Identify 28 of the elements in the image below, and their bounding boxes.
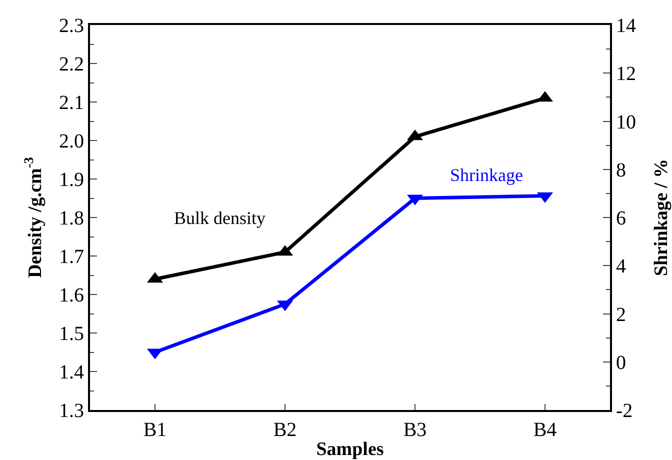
series-label: Bulk density: [174, 208, 266, 228]
y2-tick-label: 4: [616, 256, 626, 278]
y2-tick-label: 0: [616, 352, 626, 374]
y-tick-label: 2.1: [59, 92, 84, 114]
y2-tick-label: 14: [616, 15, 636, 37]
y-tick-label: 2.3: [59, 15, 84, 37]
y-tick-label: 1.3: [59, 400, 84, 422]
y2-tick-label: 10: [616, 111, 636, 134]
y2-tick-label: 8: [616, 159, 626, 182]
y-tick-label: 1.6: [59, 284, 84, 306]
y2-tick-label: 12: [616, 63, 636, 86]
y-tick-label: 2.0: [59, 130, 84, 152]
y-tick-label: 1.7: [59, 246, 84, 268]
y2-tick-label: -2: [616, 400, 633, 422]
x-tick-label: B3: [403, 419, 427, 441]
series-label: Shrinkage: [450, 165, 523, 185]
y-tick-label: 1.4: [59, 362, 84, 384]
y-tick-label: 1.5: [59, 323, 84, 345]
y2-axis-title: Shrinkage / %: [651, 158, 672, 276]
y-tick-label: 1.9: [59, 169, 84, 191]
y-tick-label: 1.8: [59, 208, 84, 230]
y-tick-label: 2.2: [59, 54, 84, 76]
x-axis-title: Samples: [316, 439, 384, 460]
x-tick-label: B2: [273, 419, 297, 441]
y2-tick-label: 6: [616, 208, 626, 230]
y2-tick-label: 2: [616, 304, 626, 326]
x-tick-label: B4: [533, 419, 557, 441]
x-tick-label: B1: [143, 419, 167, 441]
